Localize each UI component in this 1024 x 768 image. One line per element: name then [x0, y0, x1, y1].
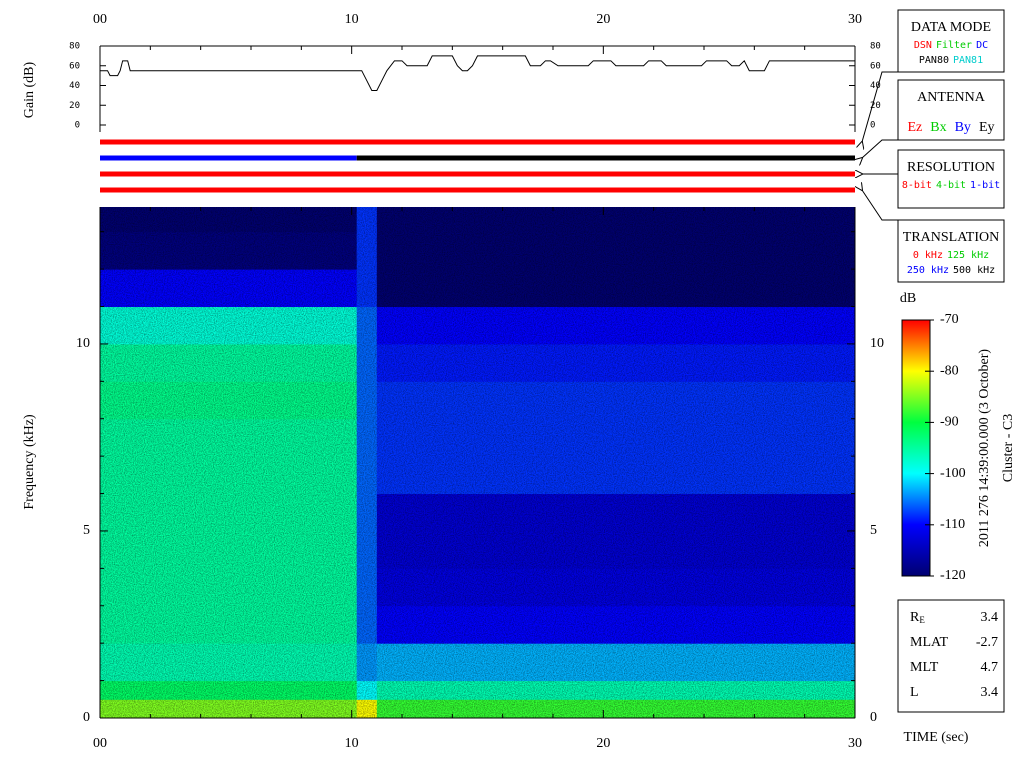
y-tick-label: 40 — [69, 81, 80, 91]
x-tick-label: 10 — [345, 12, 359, 27]
info-subscript: E — [919, 615, 925, 625]
y-tick-label: 40 — [870, 81, 881, 91]
y-tick-label: 5 — [870, 523, 877, 538]
info-label-text: MLT — [910, 660, 939, 675]
legend-item: DSN — [914, 40, 932, 51]
legend-item: Filter — [936, 40, 972, 51]
connector — [862, 190, 898, 221]
colorbar-tick-label: -110 — [940, 517, 965, 532]
y-tick-label: 0 — [870, 121, 875, 131]
colorbar — [901, 319, 931, 577]
legend-item: 250 kHz — [907, 265, 949, 276]
y-tick-label: 0 — [83, 710, 90, 725]
x-tick-label: 00 — [93, 736, 107, 751]
x-tick-label: 00 — [93, 12, 107, 27]
connector — [862, 71, 898, 142]
legend-row: 250 kHz 500 kHz — [907, 265, 995, 276]
info-value: 3.4 — [981, 610, 999, 625]
status-segment — [100, 187, 855, 193]
legend-item: 0 kHz — [913, 250, 943, 261]
legend-item: 4-bit — [936, 180, 966, 191]
status-segment — [100, 171, 855, 177]
info-label-text: R — [910, 610, 920, 625]
connector — [862, 139, 898, 158]
info-label: RE — [910, 610, 925, 625]
y-tick-label: 10 — [76, 336, 90, 351]
y-tick-label: 0 — [870, 710, 877, 725]
legend-item: 1-bit — [970, 180, 1000, 191]
legend-row: 8-bit 4-bit 1-bit — [902, 180, 1000, 191]
spacecraft: Cluster - C3 — [1001, 414, 1016, 482]
x-tick-label: 30 — [848, 736, 862, 751]
info-label: L — [910, 685, 919, 700]
y-tick-label: 5 — [83, 523, 90, 538]
legend-item: Ey — [979, 120, 995, 135]
info-label-text: MLAT — [910, 635, 949, 650]
legend-title: RESOLUTION — [907, 160, 995, 175]
x-tick-label: 20 — [596, 736, 610, 751]
legend-box — [897, 9, 1005, 73]
info-value: 4.7 — [981, 660, 999, 675]
y-tick-label: 20 — [870, 101, 881, 111]
timestamp: 2011 276 14:39:00.000 (3 October) — [977, 349, 992, 548]
x-tick-label: 30 — [848, 12, 862, 27]
info-value: -2.7 — [976, 635, 998, 650]
colorbar-label: dB — [900, 291, 916, 306]
gain-line — [100, 55, 855, 91]
status-segment — [356, 155, 855, 161]
info-value: 3.4 — [981, 685, 999, 700]
legend-row: Ez Bx By Ey — [907, 120, 994, 135]
legend-connectors — [862, 71, 898, 221]
y-tick-label: 60 — [69, 61, 80, 71]
legend-row: DSN Filter DC — [914, 40, 988, 51]
legend-item: PAN81 — [953, 55, 983, 66]
legend-box — [897, 79, 1005, 141]
info-label-text: L — [910, 685, 919, 700]
legend-box — [897, 219, 1005, 283]
y-tick-label: 10 — [870, 336, 884, 351]
colorbar-tick-label: -120 — [940, 568, 966, 583]
y-tick-label: 80 — [69, 42, 80, 52]
legend-row: PAN80 PAN81 — [919, 55, 983, 66]
x-tick-label: 20 — [596, 12, 610, 27]
legend-item: Bx — [930, 120, 946, 135]
legend-item: By — [955, 120, 971, 135]
y-tick-label: 0 — [75, 121, 80, 131]
status-segment — [100, 139, 855, 145]
x-tick-label: 10 — [345, 736, 359, 751]
legend-item: 125 kHz — [947, 250, 989, 261]
colorbar-tick-label: -100 — [940, 466, 966, 481]
legend-item: 8-bit — [902, 180, 932, 191]
legend-title: TRANSLATION — [903, 230, 999, 245]
legend-item: 500 kHz — [953, 265, 995, 276]
status-segment — [100, 155, 357, 161]
info-label: MLAT — [910, 635, 949, 650]
gain-axis-label: Gain (dB) — [22, 61, 37, 118]
frequency-axis-label: Frequency (kHz) — [22, 414, 37, 510]
info-label: MLT — [910, 660, 939, 675]
info-box — [897, 599, 1005, 713]
legend-title: ANTENNA — [917, 90, 986, 105]
colorbar-tick-label: -70 — [940, 312, 959, 327]
time-axis-label: TIME (sec) — [904, 730, 969, 745]
legend-title: DATA MODE — [911, 20, 991, 35]
colorbar-tick-label: -90 — [940, 415, 959, 430]
legend-item: Ez — [907, 120, 922, 135]
legend-box — [897, 149, 1005, 209]
legend-item: DC — [976, 40, 988, 51]
y-tick-label: 20 — [69, 101, 80, 111]
colorbar-tick-label: -80 — [940, 363, 959, 378]
y-tick-label: 60 — [870, 61, 881, 71]
y-tick-label: 80 — [870, 42, 881, 52]
legend-item: PAN80 — [919, 55, 949, 66]
legend-row: 0 kHz 125 kHz — [913, 250, 989, 261]
speckle-texture — [100, 207, 855, 718]
